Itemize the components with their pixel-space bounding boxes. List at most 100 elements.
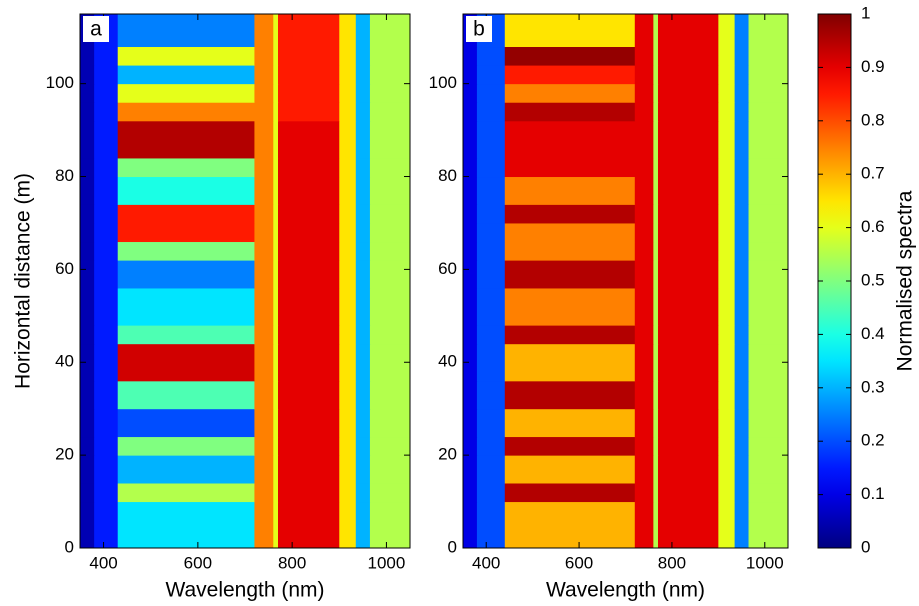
heatmap-cell (94, 157, 119, 178)
heatmap-cell (463, 102, 478, 122)
heatmap-cell (734, 65, 750, 85)
heatmap-cell (658, 83, 719, 103)
heatmap-cell (653, 325, 659, 345)
heatmap-cell (254, 120, 274, 159)
heatmap-cell (748, 436, 789, 456)
heatmap-cell (339, 222, 357, 243)
x-tick-label: 1000 (368, 553, 406, 572)
heatmap-cell (634, 204, 654, 224)
heatmap-cell (94, 343, 119, 382)
heatmap-cell (355, 46, 371, 66)
heatmap-cell (254, 83, 274, 103)
heatmap-cell (273, 325, 279, 345)
heatmap-cell (339, 501, 357, 549)
heatmap-cell (504, 157, 636, 178)
heatmap-cell (273, 222, 279, 243)
heatmap-cell (718, 241, 736, 261)
heatmap-cell (94, 222, 119, 243)
colorbar-tick-label: 1 (861, 3, 870, 22)
heatmap-cell (273, 380, 279, 410)
heatmap-cell (658, 455, 719, 484)
heatmap-cell (504, 287, 636, 326)
heatmap-cell (748, 102, 789, 122)
heatmap-cell (653, 501, 659, 549)
heatmap-cell (117, 204, 255, 224)
colorbar-tick-label: 0.2 (861, 431, 885, 450)
heatmap-cell (658, 482, 719, 503)
heatmap-cell (718, 343, 736, 382)
heatmap-cell (476, 120, 506, 159)
heatmap-cell (254, 408, 274, 438)
heatmap-cell (748, 222, 789, 243)
heatmap-cell (658, 408, 719, 438)
heatmap-cell (653, 157, 659, 178)
heatmap-cell (278, 222, 340, 243)
heatmap-cell (278, 287, 340, 326)
heatmap-cell (718, 455, 736, 484)
heatmap-cell (273, 102, 279, 122)
plot-frame (79, 13, 411, 549)
heatmap-cell (80, 157, 95, 178)
heatmap-cell (355, 408, 371, 438)
heatmap-cell (339, 325, 357, 345)
x-tick-label: 400 (472, 553, 500, 572)
heatmap-cell (504, 455, 636, 484)
heatmap-cell (734, 287, 750, 326)
heatmap-cell (278, 120, 340, 159)
heatmap-cell (718, 482, 736, 503)
heatmap-cell (273, 14, 279, 48)
heatmap-cell (117, 157, 255, 178)
heatmap-cell (463, 455, 478, 484)
heatmap-cell (504, 83, 636, 103)
heatmap-cell (278, 455, 340, 484)
heatmap-cell (734, 46, 750, 66)
heatmap-cell (718, 157, 736, 178)
heatmap-cell (734, 408, 750, 438)
panel-label-box (83, 16, 109, 42)
heatmap-cell (369, 408, 411, 438)
heatmap-cell (94, 102, 119, 122)
heatmap-cell (369, 482, 411, 503)
heatmap-cell (117, 408, 255, 438)
heatmap-cell (476, 222, 506, 243)
heatmap-cell (369, 455, 411, 484)
heatmap-cell (476, 83, 506, 103)
heatmap-cell (634, 14, 654, 48)
heatmap-cell (476, 102, 506, 122)
heatmap-cell (658, 222, 719, 243)
heatmap-cell (254, 455, 274, 484)
colorbar-tick-label: 0.8 (861, 110, 885, 129)
heatmap-cell (658, 287, 719, 326)
heatmap-cell (653, 222, 659, 243)
heatmap-cell (734, 325, 750, 345)
heatmap-cell (254, 46, 274, 66)
y-tick-label: 0 (448, 537, 457, 556)
y-tick-label: 100 (46, 73, 74, 92)
heatmap-cell (634, 325, 654, 345)
heatmap-cell (94, 380, 119, 410)
heatmap-cell (278, 176, 340, 205)
x-tick-label: 800 (658, 553, 686, 572)
heatmap-cell (80, 65, 95, 85)
heatmap-cell (94, 260, 119, 289)
heatmap-cell (634, 102, 654, 122)
heatmap-cell (658, 501, 719, 549)
heatmap-cell (463, 176, 478, 205)
heatmap-cell (653, 120, 659, 159)
heatmap-cell (748, 380, 789, 410)
heatmap-cell (273, 501, 279, 549)
heatmap-cell (504, 120, 636, 159)
heatmap-cell (476, 287, 506, 326)
heatmap-cell (355, 501, 371, 549)
heatmap-cell (94, 46, 119, 66)
heatmap-cell (254, 287, 274, 326)
heatmap-cell (94, 482, 119, 503)
heatmap-cell (463, 343, 478, 382)
heatmap-cell (463, 287, 478, 326)
heatmap-cell (94, 204, 119, 224)
heatmap-cell (80, 408, 95, 438)
heatmap-cell (94, 83, 119, 103)
heatmap-cell (634, 65, 654, 85)
heatmap-cell (278, 260, 340, 289)
heatmap-cell (504, 408, 636, 438)
